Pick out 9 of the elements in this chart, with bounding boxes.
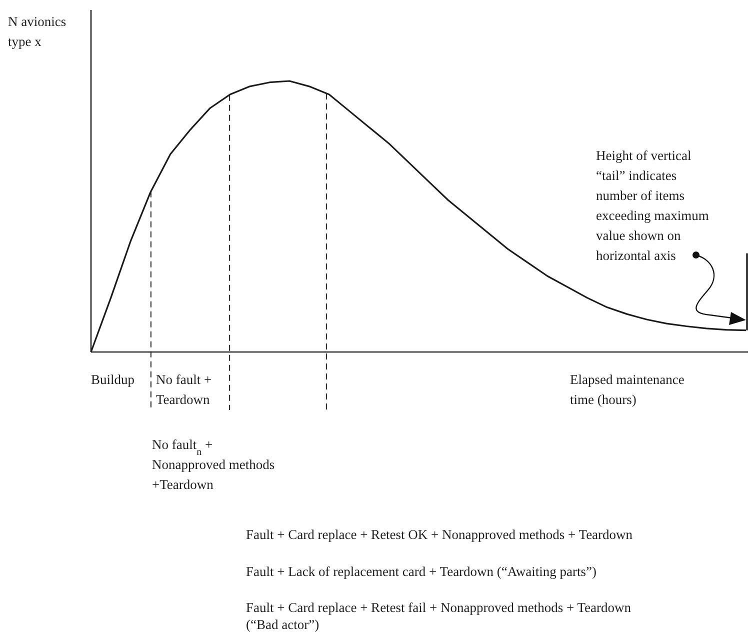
text: Fault + Card replace + Retest fail + Nonapproved methods + Teardown (“Bad actor”) xyxy=(246,600,632,632)
x-axis-title: Elapsed maintenance time (hours) xyxy=(570,372,684,407)
annotation: Height of vertical “tail” indicates number of items exceeding maximum value shown on horizontal axis xyxy=(596,148,710,263)
text: Fault + Lack of replacement card + Teardown (“Awaiting parts”) xyxy=(246,564,597,579)
text: Fault + Card replace + Retest OK + Nonapproved methods + Teardown xyxy=(246,527,633,542)
text: No fault$_{n}$ + Nonapproved methods +Teardown xyxy=(152,437,275,492)
text: Buildup xyxy=(91,372,135,387)
y-axis-title: N avionics type x xyxy=(8,14,66,49)
text: No fault + Teardown xyxy=(156,372,212,407)
